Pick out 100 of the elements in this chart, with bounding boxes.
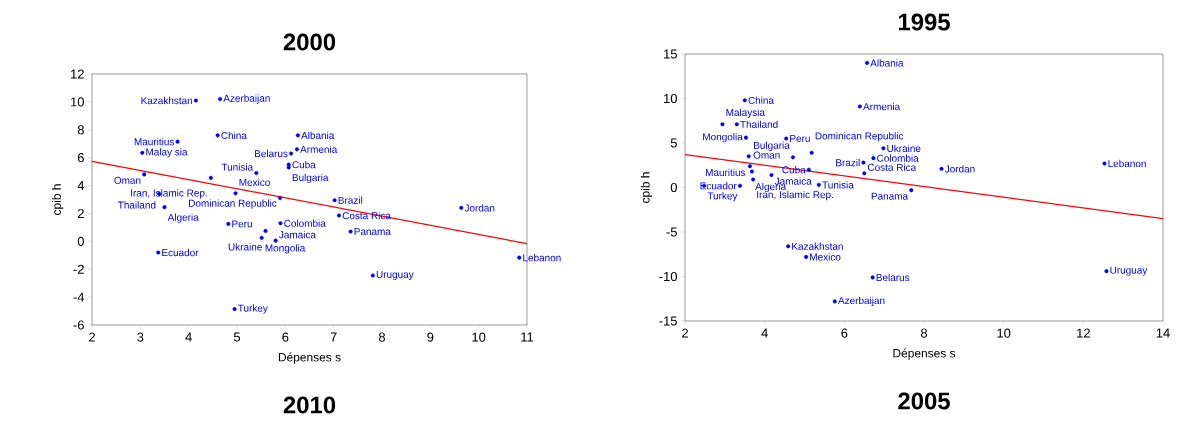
annotation: Kazakhstan <box>792 242 843 250</box>
point <box>232 306 237 311</box>
x-tick-label: 4 <box>761 328 768 338</box>
point <box>348 229 353 234</box>
y-axis-title: cpib h <box>52 184 64 215</box>
point <box>865 60 870 65</box>
point <box>459 205 464 210</box>
x-tick-label: 8 <box>920 328 928 338</box>
y-tick-label: -5 <box>666 227 677 237</box>
point <box>871 156 876 161</box>
point <box>517 255 522 260</box>
point <box>816 182 821 187</box>
annotation: Cuba <box>292 160 316 169</box>
annotation: Mongolia <box>703 133 743 143</box>
x-tick-label: 2 <box>682 328 688 338</box>
point <box>233 191 238 196</box>
x-tick-label: 6 <box>841 328 848 338</box>
y-tick-label: -6 <box>73 320 84 330</box>
annotation: Mexico <box>239 178 270 186</box>
annotation: Azerbaijan <box>223 94 270 104</box>
point <box>142 172 147 177</box>
annotation: Dominican Republic <box>189 199 277 209</box>
chart-title: 1995 <box>898 13 950 31</box>
point <box>278 221 283 226</box>
annotation: Jamaica <box>279 230 316 239</box>
point <box>720 122 725 127</box>
point <box>832 299 837 304</box>
x-tick-label: 8 <box>378 332 386 342</box>
annotation: Thailand <box>117 201 156 209</box>
annotation: Brazil <box>338 196 363 204</box>
x-tick-label: 2 <box>89 332 95 342</box>
annotation: Ecuador <box>162 248 199 257</box>
annotation: Mongolia <box>265 244 306 254</box>
point <box>743 135 748 140</box>
point <box>259 235 264 240</box>
annotation: Panama <box>871 192 909 200</box>
point <box>809 150 814 155</box>
annotation: Colombia <box>877 154 919 162</box>
point <box>939 166 944 171</box>
x-tick-label: 4 <box>185 332 192 342</box>
point <box>909 188 914 193</box>
point <box>294 147 299 152</box>
annotation: China <box>221 131 247 140</box>
annotation: Oman <box>753 151 780 159</box>
y-tick-label: 10 <box>664 93 677 104</box>
y-tick-label: -15 <box>659 316 677 326</box>
annotation: Armenia <box>300 145 338 153</box>
point <box>278 196 283 201</box>
y-tick-label: 6 <box>77 153 84 163</box>
annotation: Brazil <box>836 158 860 167</box>
point <box>881 146 886 151</box>
chart-title: 2000 <box>283 33 336 51</box>
text: 2010 <box>283 396 336 414</box>
annotation: Jordan <box>464 204 495 212</box>
annotation: Kazakhstan <box>141 96 193 105</box>
point <box>806 167 811 172</box>
point <box>370 273 375 278</box>
y-tick-label: 8 <box>77 125 84 135</box>
annotation: Lebanon <box>523 253 561 262</box>
y-tick-label: 2 <box>77 208 84 218</box>
annotation: Bulgaria <box>292 173 329 184</box>
point <box>295 133 300 138</box>
x-tick-label: 11 <box>521 332 534 342</box>
point <box>336 213 341 218</box>
point <box>208 175 213 180</box>
point <box>870 275 875 280</box>
x-tick-label: 3 <box>137 332 144 342</box>
x-tick-label: 6 <box>282 332 289 342</box>
annotation: Malaysia <box>726 108 765 118</box>
annotation: Colombia <box>284 219 326 227</box>
annotation: Armenia <box>863 102 901 111</box>
point <box>747 164 752 169</box>
point <box>737 183 742 188</box>
annotation: Thailand <box>740 120 778 128</box>
point <box>769 173 774 178</box>
annotation: Dominican Republic <box>815 132 904 142</box>
y-axis-title: cpib h <box>640 172 652 203</box>
annotation: Mauritius <box>705 168 746 176</box>
point <box>784 136 789 141</box>
x-tick-label: 10 <box>997 328 1011 338</box>
annotation: Turkey <box>707 192 738 202</box>
annotation: Belarus <box>254 149 288 158</box>
annotation: Oman <box>114 176 141 184</box>
point <box>273 238 278 243</box>
y-tick-label: 5 <box>670 138 677 148</box>
point <box>226 221 231 226</box>
annotation: Albania <box>301 131 335 140</box>
point <box>156 250 161 255</box>
point <box>790 155 795 160</box>
point <box>289 151 294 156</box>
annotation: Bulgaria <box>754 141 790 151</box>
annotation: Ukraine <box>887 144 921 152</box>
y-tick-label: -10 <box>659 271 677 282</box>
annotation: Mexico <box>810 253 841 261</box>
annotation: Uruguay <box>1110 266 1148 276</box>
annotation: Azerbaijan <box>838 296 885 307</box>
annotation: Costa Rica <box>867 163 917 171</box>
point <box>175 139 180 144</box>
point <box>746 154 751 159</box>
x-tick-label: 7 <box>330 332 337 342</box>
